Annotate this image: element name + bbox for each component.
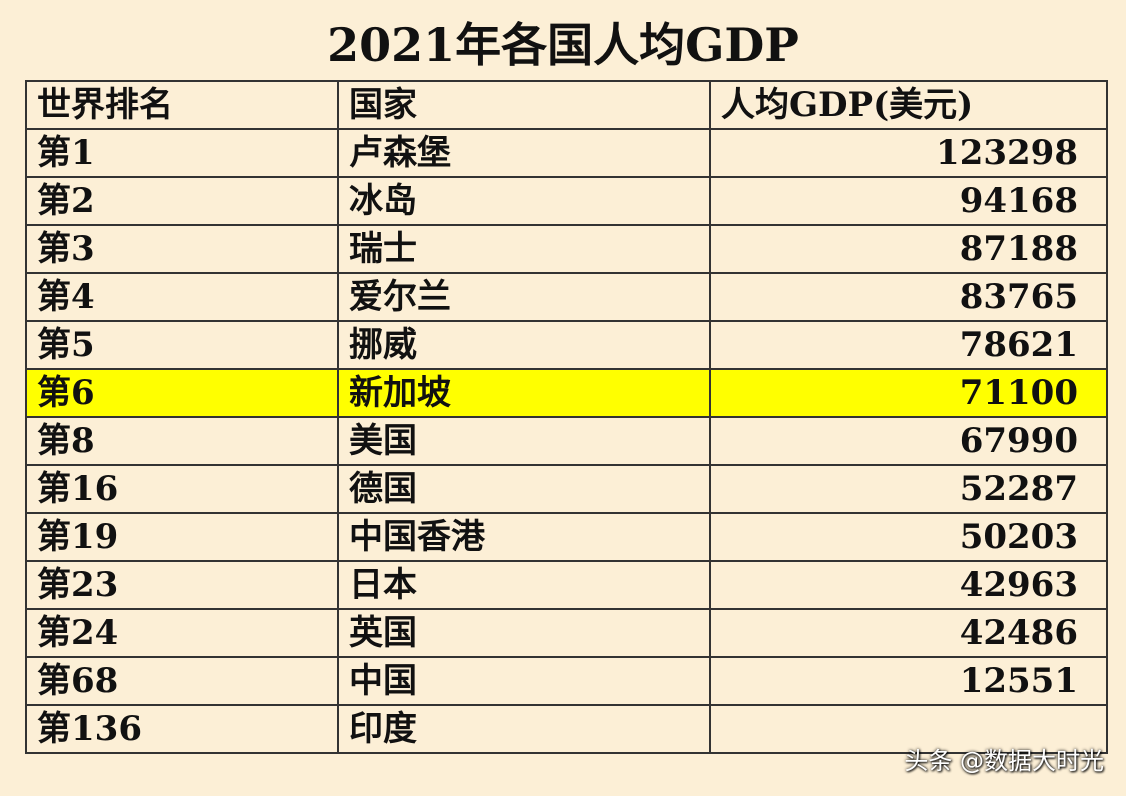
rank-cell: 第19 [25,512,339,562]
table-row: 第19 中国香港 50203 [25,512,1108,562]
rank-cell: 第68 [25,656,339,706]
country-cell: 爱尔兰 [337,272,711,322]
column-header: 人均GDP(美元) [709,80,1108,130]
rank-cell: 第4 [25,272,339,322]
rank-cell: 第8 [25,416,339,466]
gdp-cell: 52287 [709,464,1108,514]
country-cell: 日本 [337,560,711,610]
country-cell: 英国 [337,608,711,658]
watermark: 头条 @数据大时光 [904,747,1104,775]
gdp-cell: 123298 [709,128,1108,178]
country-cell: 中国 [337,656,711,706]
country-cell: 冰岛 [337,176,711,226]
rank-cell: 第3 [25,224,339,274]
gdp-cell: 50203 [709,512,1108,562]
country-cell: 印度 [337,704,711,754]
gdp-cell: 12551 [709,656,1108,706]
rank-cell: 第23 [25,560,339,610]
column-header: 世界排名 [25,80,339,130]
country-cell: 新加坡 [337,368,711,418]
title: 2021年各国人均GDP [327,18,799,72]
country-cell: 德国 [337,464,711,514]
rank-cell: 第16 [25,464,339,514]
rank-cell: 第136 [25,704,339,754]
column-header: 国家 [337,80,711,130]
rank-cell: 第6 [25,368,339,418]
rank-cell: 第5 [25,320,339,370]
rank-cell: 第2 [25,176,339,226]
gdp-cell: 83765 [709,272,1108,322]
country-cell: 瑞士 [337,224,711,274]
table-row: 第4 爱尔兰 83765 [25,272,1108,322]
rank-cell: 第1 [25,128,339,178]
table-row: 第68 中国 12551 [25,656,1108,706]
table-row: 第16 德国 52287 [25,464,1108,514]
gdp-cell: 94168 [709,176,1108,226]
gdp-cell: 67990 [709,416,1108,466]
gdp-cell [709,704,1108,754]
table-body: 第1 卢森堡 123298 第2 冰岛 94168 第3 瑞士 87188 第4 爱尔兰 83765 第… [25,128,1108,754]
gdp-cell: 87188 [709,224,1108,274]
table-row: 第1 卢森堡 123298 [25,128,1108,178]
table-row: 第3 瑞士 87188 [25,224,1108,274]
rank-cell: 第24 [25,608,339,658]
table-row: 第5 挪威 78621 [25,320,1108,370]
country-cell: 中国香港 [337,512,711,562]
table-row: 第8 美国 67990 [25,416,1108,466]
country-cell: 美国 [337,416,711,466]
country-cell: 挪威 [337,320,711,370]
country-cell: 卢森堡 [337,128,711,178]
table-row: 第136 印度 [25,704,1108,754]
gdp-cell: 71100 [709,368,1108,418]
table-row: 第2 冰岛 94168 [25,176,1108,226]
gdp-table: 世界排名 国家 人均GDP(美元) 第1 卢森堡 123298 第2 冰岛 94168 第3 瑞士… [25,80,1108,754]
table-row: 第23 日本 42963 [25,560,1108,610]
table-row: 第6 新加坡 71100 [25,368,1108,418]
gdp-cell: 78621 [709,320,1108,370]
gdp-cell: 42963 [709,560,1108,610]
header-row: 世界排名 国家 人均GDP(美元) [25,80,1108,130]
table-row: 第24 英国 42486 [25,608,1108,658]
gdp-cell: 42486 [709,608,1108,658]
